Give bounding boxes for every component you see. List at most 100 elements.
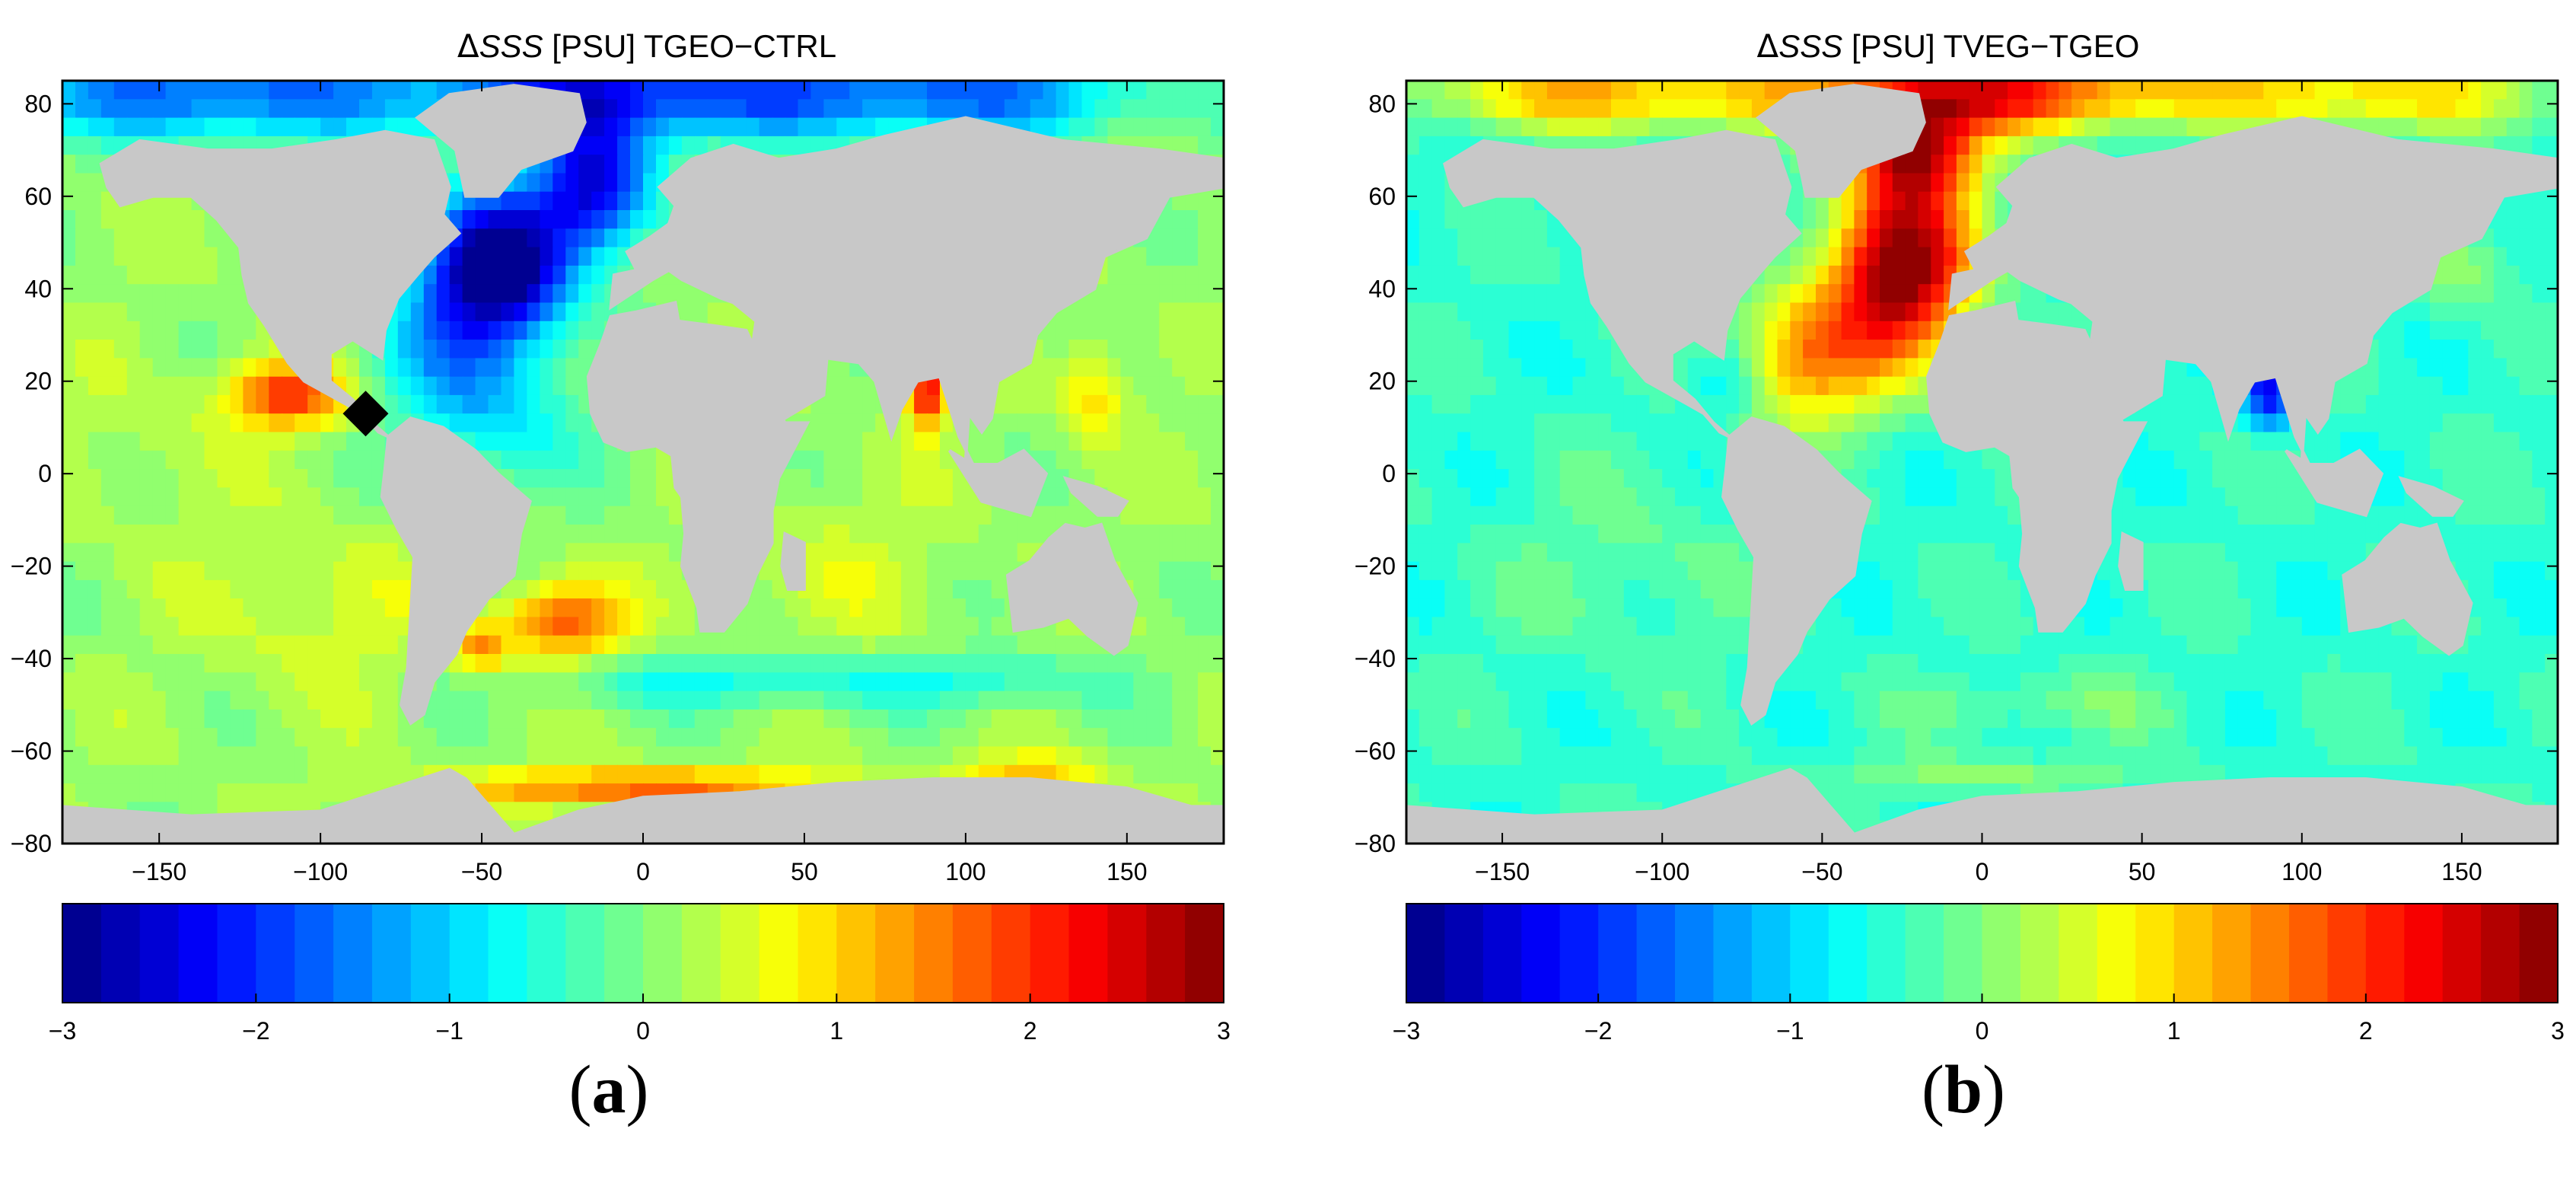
y-tick-label: 20 [24, 368, 52, 395]
field-cell [1931, 99, 1944, 119]
field-cell [1944, 117, 1957, 137]
field-cell [2455, 99, 2469, 119]
field-cell [888, 691, 902, 710]
field-cell [1172, 691, 1186, 710]
field-cell [152, 340, 167, 359]
field-cell [88, 617, 102, 636]
field-cell [1457, 99, 1471, 119]
field-cell [1803, 284, 1817, 304]
field-cell [100, 525, 115, 544]
field-cell [914, 691, 928, 710]
field-cell [1969, 136, 1983, 155]
field-cell [914, 654, 928, 674]
field-cell [1081, 635, 1096, 655]
field-cell [849, 487, 864, 507]
field-cell [1623, 99, 1638, 119]
field-cell [139, 617, 154, 636]
field-cell [475, 672, 489, 692]
field-cell [1068, 709, 1083, 729]
field-cell [1559, 284, 1574, 304]
field-cell [1133, 487, 1148, 507]
field-cell [991, 525, 1005, 544]
field-cell [88, 579, 102, 599]
field-cell [1982, 99, 1996, 119]
field-cell [1043, 394, 1057, 414]
field-cell [371, 709, 386, 729]
field-cell [152, 321, 167, 340]
field-cell [320, 691, 334, 710]
field-cell [100, 284, 115, 304]
field-cell [1521, 284, 1535, 304]
field-cell [191, 469, 205, 489]
field-cell [862, 709, 876, 729]
field-cell [1159, 672, 1173, 692]
field-cell [217, 265, 231, 285]
field-cell [152, 598, 167, 618]
field-cell [540, 321, 554, 340]
field-cell [269, 358, 283, 378]
field-cell [359, 525, 373, 544]
field-cell [888, 99, 902, 119]
field-cell [126, 543, 141, 563]
field-cell [1185, 340, 1199, 359]
field-cell [243, 117, 257, 137]
field-cell [1431, 99, 1446, 119]
field-cell [565, 543, 580, 563]
field-cell [256, 506, 270, 525]
field-cell [359, 99, 373, 119]
field-cell [733, 617, 747, 636]
field-cell [901, 469, 915, 489]
field-cell [295, 432, 308, 451]
field-cell [1905, 247, 1919, 266]
field-cell [578, 783, 592, 803]
field-cell [165, 525, 180, 544]
field-cell [540, 358, 554, 378]
field-cell [914, 579, 928, 599]
field-cell [1828, 284, 1842, 304]
field-cell [333, 81, 347, 100]
field-cell [126, 487, 141, 507]
field-cell [2199, 99, 2213, 119]
field-cell [952, 709, 966, 729]
field-cell [952, 579, 966, 599]
field-cell [230, 340, 244, 359]
field-cell [1185, 635, 1199, 655]
field-cell [139, 340, 154, 359]
field-cell [100, 117, 115, 137]
field-cell [449, 358, 463, 378]
field-cell [746, 764, 760, 784]
field-cell [1495, 265, 1510, 285]
field-cell [1969, 191, 1983, 211]
field-cell [630, 506, 644, 525]
field-cell [707, 117, 721, 137]
field-cell [862, 728, 876, 748]
field-cell [295, 746, 308, 766]
field-cell [1211, 783, 1224, 803]
field-cell [1081, 450, 1096, 470]
field-cell [1043, 746, 1057, 766]
field-cell [901, 543, 915, 563]
field-cell [578, 691, 592, 710]
field-cell [75, 191, 89, 211]
field-cell [295, 579, 308, 599]
field-cell [836, 672, 851, 692]
field-cell [720, 635, 734, 655]
field-cell [1133, 340, 1148, 359]
field-cell [359, 617, 373, 636]
field-cell [694, 691, 708, 710]
field-cell [1159, 561, 1173, 581]
field-cell [1133, 525, 1148, 544]
field-cell [591, 617, 605, 636]
field-cell [1969, 117, 1983, 137]
field-cell [1521, 247, 1535, 266]
field-cell [100, 191, 115, 211]
field-cell [2224, 81, 2239, 100]
field-cell [113, 598, 128, 618]
field-cell [1198, 340, 1212, 359]
field-cell [501, 783, 515, 803]
field-cell [681, 746, 696, 766]
field-cell [927, 617, 941, 636]
field-cell [191, 413, 205, 433]
field-cell [307, 413, 321, 433]
field-cell [152, 228, 167, 248]
